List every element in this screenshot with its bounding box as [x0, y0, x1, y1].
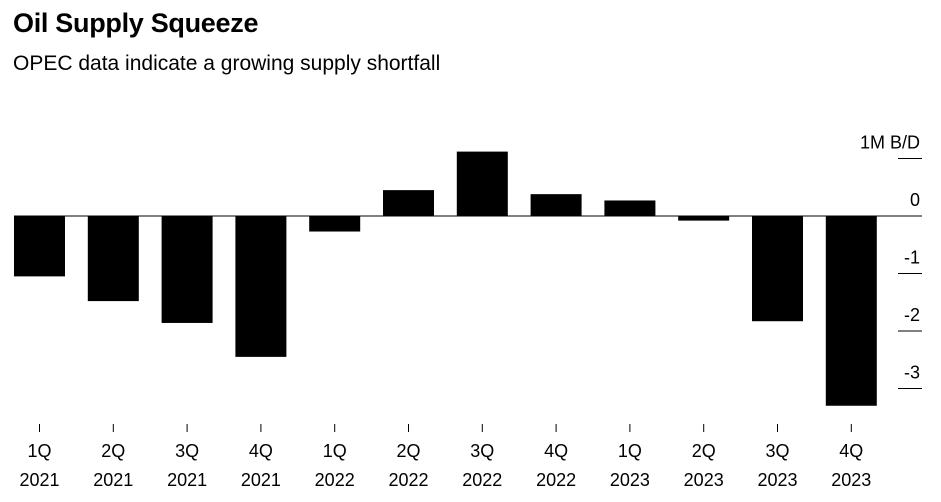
- y-tick-label: 0: [910, 190, 920, 210]
- bar-2q-2023: [678, 216, 730, 221]
- x-tick-label-year: 2022: [388, 470, 428, 490]
- x-tick-label-year: 2023: [684, 470, 724, 490]
- bar-4q-2021: [235, 216, 287, 357]
- x-tick-label-quarter: 3Q: [765, 441, 789, 461]
- x-tick-label-quarter: 2Q: [101, 441, 125, 461]
- chart-subtitle: OPEC data indicate a growing supply shor…: [13, 52, 441, 75]
- bar-4q-2023: [825, 216, 877, 406]
- bar-1q-2023: [604, 200, 656, 216]
- bar-2q-2021: [87, 216, 139, 302]
- x-tick-label-year: 2023: [610, 470, 650, 490]
- y-tick-label: -1: [904, 248, 920, 268]
- y-tick-label: -3: [904, 363, 920, 383]
- x-tick-label-quarter: 4Q: [249, 441, 273, 461]
- y-axis: 1M B/D 0 -1 -2 -3: [860, 133, 922, 389]
- chart-title: Oil Supply Squeeze: [13, 8, 259, 38]
- x-tick-label-year: 2023: [831, 470, 871, 490]
- bar-3q-2022: [456, 151, 508, 216]
- bar-3q-2021: [161, 216, 213, 323]
- bar-2q-2022: [383, 190, 434, 216]
- x-axis: 1Q 2021 2Q 2021 3Q 2021 4Q 2021 1Q 2022 2Q 2022 3Q 20…: [19, 424, 871, 490]
- x-tick-label-year: 2021: [167, 470, 207, 490]
- x-tick-label-year: 2022: [315, 470, 355, 490]
- x-tick-label-quarter: 1Q: [618, 441, 642, 461]
- bar-1q-2022: [309, 216, 361, 232]
- bar-1q-2021: [14, 216, 65, 277]
- bar-4q-2022: [530, 194, 582, 216]
- x-tick-label-quarter: 2Q: [396, 441, 420, 461]
- x-tick-label-quarter: 3Q: [470, 441, 494, 461]
- x-tick-label-year: 2021: [19, 470, 59, 490]
- x-tick-label-year: 2023: [757, 470, 797, 490]
- y-tick-label: 1M B/D: [860, 133, 920, 153]
- x-tick-label-quarter: 3Q: [175, 441, 199, 461]
- bar-3q-2023: [752, 216, 803, 322]
- x-tick-label-quarter: 4Q: [544, 441, 568, 461]
- x-tick-label-quarter: 1Q: [27, 441, 51, 461]
- x-tick-label-year: 2021: [241, 470, 281, 490]
- y-tick-label: -2: [904, 305, 920, 325]
- x-tick-label-year: 2022: [462, 470, 502, 490]
- x-tick-label-year: 2021: [93, 470, 133, 490]
- x-tick-label-quarter: 2Q: [692, 441, 716, 461]
- x-tick-label-year: 2022: [536, 470, 576, 490]
- bars-group: [14, 151, 877, 406]
- x-tick-label-quarter: 1Q: [323, 441, 347, 461]
- x-tick-label-quarter: 4Q: [839, 441, 863, 461]
